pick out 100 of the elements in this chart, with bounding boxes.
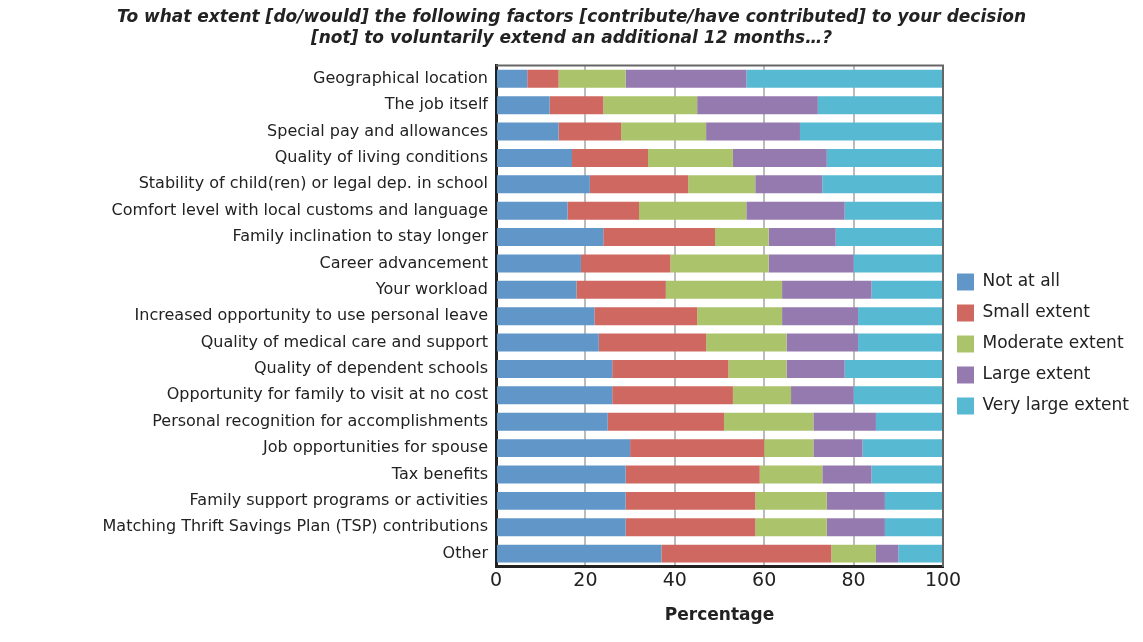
bar xyxy=(603,228,716,247)
legend-label: Large extent xyxy=(982,363,1091,384)
bar xyxy=(875,412,944,431)
bar xyxy=(497,175,590,194)
bar xyxy=(768,228,836,247)
bar xyxy=(822,465,872,484)
x-tick-label: 40 xyxy=(662,568,687,591)
bar xyxy=(625,465,760,484)
x-tick-label: 60 xyxy=(752,568,777,591)
y-tick-label: Family support programs or activities xyxy=(189,490,488,510)
bar xyxy=(844,201,944,220)
bar xyxy=(791,386,854,405)
y-tick-label: Quality of living conditions xyxy=(274,147,488,167)
bar xyxy=(875,544,899,563)
bar xyxy=(835,228,944,247)
y-tick-label: Comfort level with local customs and language xyxy=(111,199,488,219)
bar xyxy=(612,359,729,378)
bar xyxy=(625,69,747,88)
bar xyxy=(527,69,559,88)
y-tick-label: Tax benefits xyxy=(390,463,488,483)
bar xyxy=(858,333,944,352)
bar xyxy=(497,386,613,405)
bar xyxy=(884,518,944,537)
x-tick-label: 80 xyxy=(841,568,866,591)
bar xyxy=(831,544,876,563)
bar xyxy=(603,96,698,115)
y-tick-label: Family inclination to stay longer xyxy=(232,226,489,246)
bar xyxy=(639,201,747,220)
bar xyxy=(826,148,944,167)
y-tick-label: Matching Thrift Savings Plan (TSP) contributions xyxy=(102,516,488,536)
bar xyxy=(497,122,559,141)
bar xyxy=(497,412,608,431)
bar xyxy=(497,96,550,115)
y-tick-label: Quality of medical care and support xyxy=(200,331,488,351)
bar xyxy=(497,491,626,510)
y-tick-label: Career advancement xyxy=(319,252,488,272)
bar xyxy=(755,175,823,194)
bar xyxy=(871,465,944,484)
y-tick-label: Quality of dependent schools xyxy=(253,358,488,378)
y-tick-label: Opportunity for family to visit at no cost xyxy=(166,384,488,404)
bar xyxy=(661,544,832,563)
bar xyxy=(786,359,845,378)
legend-label: Small extent xyxy=(982,301,1091,322)
bar xyxy=(732,386,792,405)
bar xyxy=(813,412,876,431)
bar xyxy=(858,307,944,326)
bar xyxy=(612,386,733,405)
bar xyxy=(497,228,604,247)
bar xyxy=(625,491,756,510)
x-tick-label: 100 xyxy=(924,568,962,591)
bar xyxy=(665,280,783,299)
bar xyxy=(764,439,814,458)
bar xyxy=(755,491,827,510)
bar xyxy=(497,439,631,458)
bar xyxy=(549,96,604,115)
bar xyxy=(497,333,599,352)
bar xyxy=(688,175,756,194)
bar xyxy=(497,254,581,273)
bar xyxy=(706,333,787,352)
legend-label: Very large extent xyxy=(982,394,1130,415)
bar xyxy=(782,307,859,326)
bar xyxy=(580,254,671,273)
bar xyxy=(871,280,944,299)
bar xyxy=(625,518,756,537)
y-tick-label: Your workload xyxy=(374,278,488,298)
bar xyxy=(844,359,944,378)
bar xyxy=(594,307,698,326)
bar xyxy=(715,228,769,247)
y-tick-label: The job itself xyxy=(383,94,489,114)
bar xyxy=(782,280,872,299)
bar xyxy=(589,175,689,194)
bar xyxy=(898,544,944,563)
bar xyxy=(497,201,568,220)
bar xyxy=(723,412,814,431)
legend-label: Moderate extent xyxy=(982,332,1124,353)
bar xyxy=(497,359,613,378)
bar xyxy=(826,518,885,537)
bar xyxy=(576,280,666,299)
bar xyxy=(697,307,783,326)
bar xyxy=(853,254,944,273)
bar xyxy=(497,69,528,88)
bar xyxy=(621,122,707,141)
bar xyxy=(728,359,787,378)
bar xyxy=(497,518,626,537)
bar xyxy=(630,439,765,458)
y-tick-label: Stability of child(ren) or legal dep. in school xyxy=(138,173,488,193)
bar xyxy=(817,96,944,115)
bar xyxy=(755,518,827,537)
bar xyxy=(822,175,944,194)
bar xyxy=(607,412,724,431)
y-tick-label: Personal recognition for accomplishments xyxy=(152,410,488,430)
y-tick-label: Special pay and allowances xyxy=(267,120,488,140)
bar xyxy=(768,254,854,273)
bar xyxy=(732,148,827,167)
bar xyxy=(746,69,944,88)
y-tick-label: Job opportunities for spouse xyxy=(262,437,488,457)
bar xyxy=(558,69,626,88)
bar xyxy=(558,122,622,141)
y-tick-label: Other xyxy=(442,542,489,562)
bar xyxy=(786,333,859,352)
